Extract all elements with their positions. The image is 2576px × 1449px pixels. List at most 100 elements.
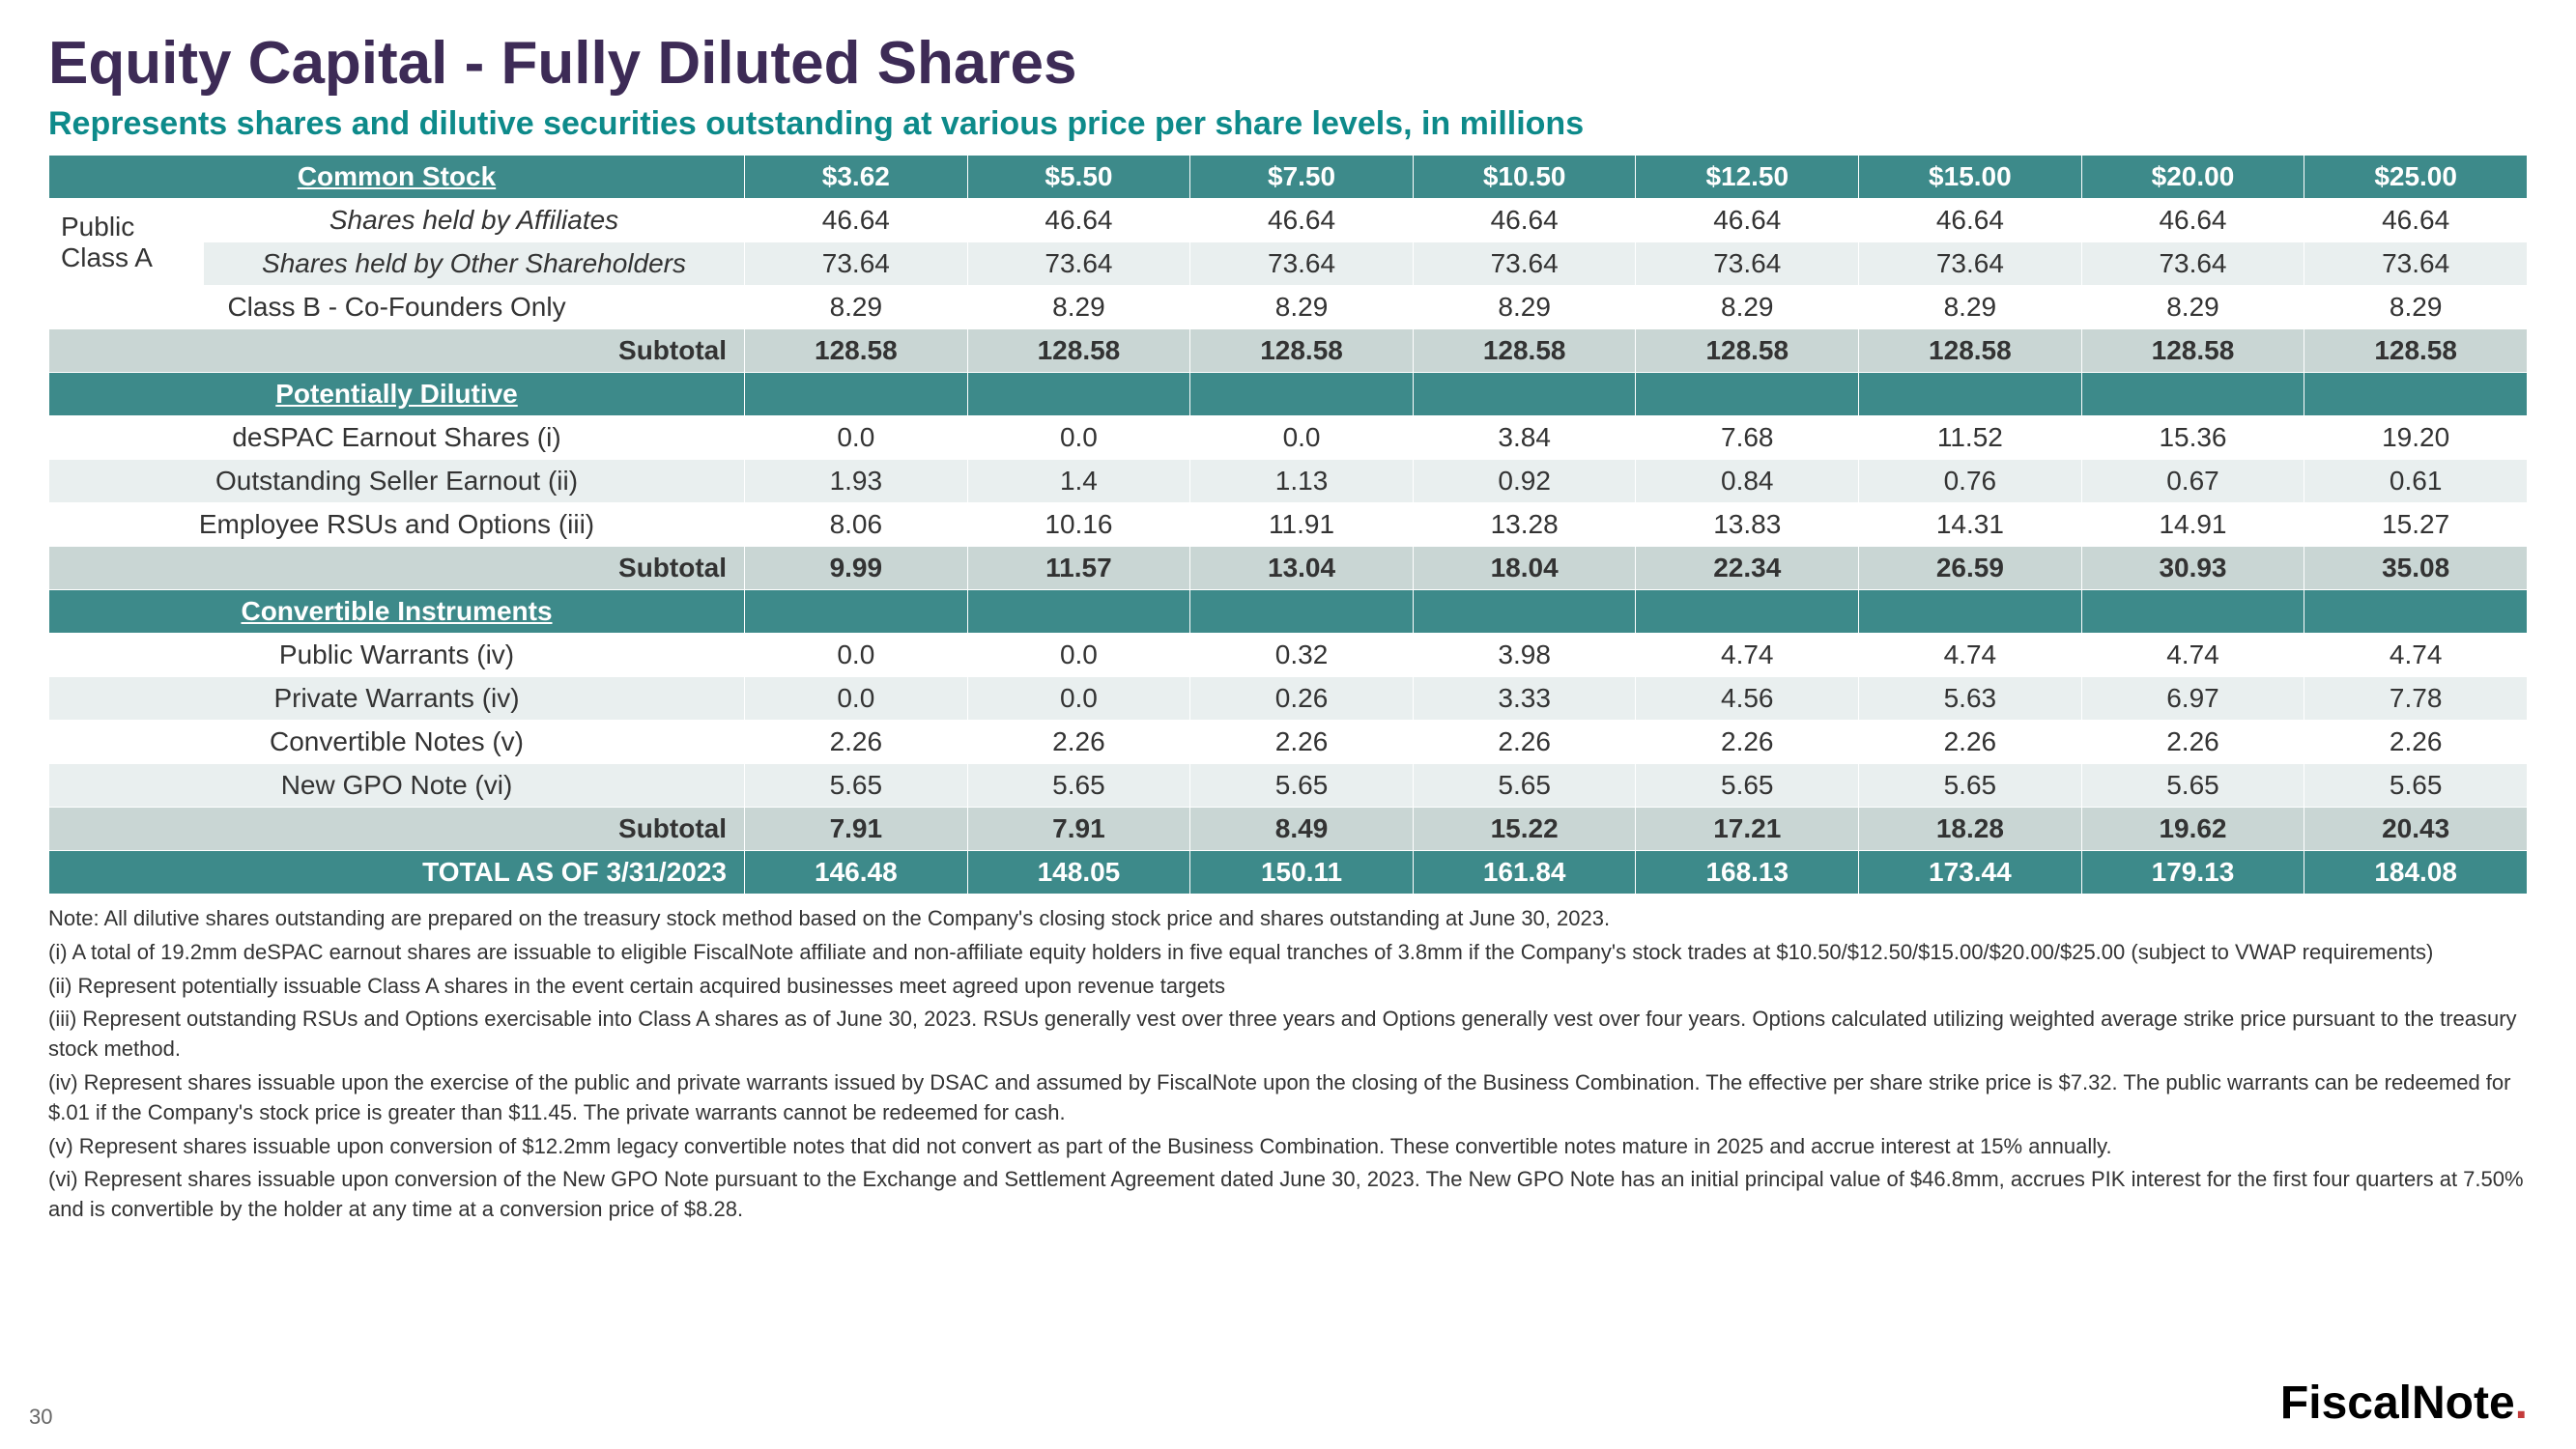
table-cell: 73.64 [967,242,1190,286]
empty-header [1636,373,1859,416]
table-cell: 73.64 [1859,242,2082,286]
empty-header [2081,590,2304,634]
table-cell: 14.91 [2081,503,2304,547]
table-cell: 2.26 [1190,721,1414,764]
table-cell: 13.83 [1636,503,1859,547]
table-cell: 7.68 [1636,416,1859,460]
row-label: Employee RSUs and Options (iii) [49,503,745,547]
table-cell: 19.20 [2304,416,2528,460]
table-cell: 5.65 [745,764,968,808]
table-cell: 4.74 [2081,634,2304,677]
empty-header [1859,590,2082,634]
empty-header [967,373,1190,416]
table-cell: 7.78 [2304,677,2528,721]
subtotal-label: Subtotal [49,329,745,373]
subtotal-cell: 22.34 [1636,547,1859,590]
table-cell: 5.65 [2081,764,2304,808]
table-cell: 2.26 [967,721,1190,764]
table-cell: 10.16 [967,503,1190,547]
subtotal-cell: 128.58 [2081,329,2304,373]
table-cell: 3.33 [1413,677,1636,721]
table-cell: 4.74 [1859,634,2082,677]
price-header: $7.50 [1190,156,1414,199]
table-cell: 8.29 [1859,286,2082,329]
table-cell: 46.64 [1859,199,2082,242]
subtotal-cell: 7.91 [967,808,1190,851]
table-cell: 1.13 [1190,460,1414,503]
table-cell: 73.64 [1636,242,1859,286]
total-cell: 168.13 [1636,851,1859,895]
footnotes: Note: All dilutive shares outstanding ar… [48,904,2528,1225]
table-cell: 8.29 [1190,286,1414,329]
table-cell: 46.64 [1413,199,1636,242]
total-cell: 146.48 [745,851,968,895]
table-cell: 15.36 [2081,416,2304,460]
table-cell: 1.4 [967,460,1190,503]
table-cell: 3.98 [1413,634,1636,677]
price-header: $5.50 [967,156,1190,199]
row-label: Convertible Notes (v) [49,721,745,764]
subtotal-cell: 11.57 [967,547,1190,590]
table-cell: 0.0 [745,416,968,460]
empty-header [1859,373,2082,416]
empty-header [745,373,968,416]
table-cell: 8.29 [745,286,968,329]
brand-logo: FiscalNote. [2280,1377,2528,1430]
subtotal-cell: 19.62 [2081,808,2304,851]
table-cell: 0.0 [967,677,1190,721]
table-cell: 5.65 [967,764,1190,808]
table-cell: 1.93 [745,460,968,503]
row-label: Private Warrants (iv) [49,677,745,721]
table-cell: 2.26 [2304,721,2528,764]
section-header: Common Stock [49,156,745,199]
table-cell: 8.06 [745,503,968,547]
table-cell: 0.0 [967,416,1190,460]
table-cell: 0.32 [1190,634,1414,677]
subtotal-cell: 18.28 [1859,808,2082,851]
total-cell: 161.84 [1413,851,1636,895]
total-cell: 184.08 [2304,851,2528,895]
total-cell: 179.13 [2081,851,2304,895]
total-label: TOTAL AS OF 3/31/2023 [49,851,745,895]
empty-header [2304,590,2528,634]
footnote-line: Note: All dilutive shares outstanding ar… [48,904,2528,934]
table-cell: 3.84 [1413,416,1636,460]
table-cell: 4.74 [1636,634,1859,677]
subtotal-cell: 128.58 [1413,329,1636,373]
subtotal-cell: 18.04 [1413,547,1636,590]
table-cell: 4.74 [2304,634,2528,677]
table-cell: 0.0 [745,677,968,721]
table-cell: 2.26 [2081,721,2304,764]
subtotal-cell: 128.58 [745,329,968,373]
table-cell: 11.91 [1190,503,1414,547]
row-label: Class B - Co-Founders Only [49,286,745,329]
page-number: 30 [29,1405,52,1430]
table-cell: 4.56 [1636,677,1859,721]
total-cell: 150.11 [1190,851,1414,895]
subtotal-cell: 17.21 [1636,808,1859,851]
table-cell: 15.27 [2304,503,2528,547]
price-header: $12.50 [1636,156,1859,199]
subtotal-cell: 8.49 [1190,808,1414,851]
table-cell: 46.64 [967,199,1190,242]
page-subtitle: Represents shares and dilutive securitie… [48,105,2528,143]
row-label: Shares held by Other Shareholders [204,242,745,286]
table-cell: 5.65 [1859,764,2082,808]
table-cell: 2.26 [1859,721,2082,764]
table-cell: 5.65 [2304,764,2528,808]
table-cell: 8.29 [2304,286,2528,329]
row-label: New GPO Note (vi) [49,764,745,808]
table-cell: 2.26 [745,721,968,764]
table-cell: 73.64 [1413,242,1636,286]
table-cell: 5.65 [1413,764,1636,808]
subtotal-cell: 7.91 [745,808,968,851]
table-cell: 2.26 [1413,721,1636,764]
table-cell: 6.97 [2081,677,2304,721]
subtotal-cell: 128.58 [967,329,1190,373]
row-label: deSPAC Earnout Shares (i) [49,416,745,460]
table-cell: 0.0 [1190,416,1414,460]
table-cell: 0.76 [1859,460,2082,503]
subtotal-cell: 128.58 [1859,329,2082,373]
price-header: $20.00 [2081,156,2304,199]
table-cell: 46.64 [745,199,968,242]
